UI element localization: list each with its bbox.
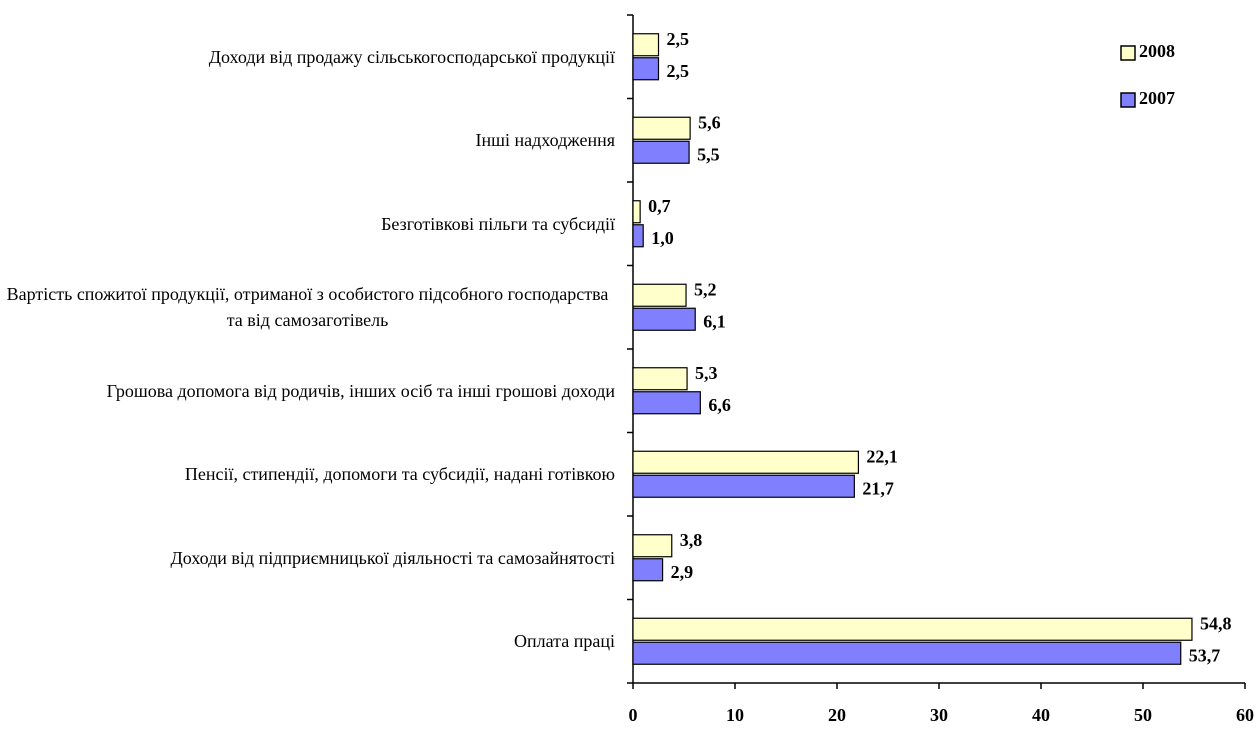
category-label: Доходи від продажу сільськогосподарської…	[208, 46, 615, 67]
bar	[632, 367, 688, 391]
category-label: Грошова допомога від родичів, інших осіб…	[106, 380, 615, 401]
x-tick-label: 40	[1032, 705, 1050, 725]
category-label: Безготівкові пільги та субсидії	[381, 213, 615, 234]
category-label: Пенсії, стипендії, допомоги та субсидії,…	[184, 464, 615, 485]
value-label: 1,0	[651, 228, 674, 248]
bar	[632, 140, 690, 164]
category-label: Інші надходження	[475, 130, 615, 151]
bar	[632, 534, 673, 558]
legend-label: 2007	[1139, 88, 1175, 108]
x-tick-label: 60	[1236, 705, 1254, 725]
value-label: 5,6	[698, 112, 721, 132]
bar	[632, 200, 641, 224]
value-label: 5,3	[695, 363, 718, 383]
category-label: Вартість спожитої продукції, отриманої з…	[6, 284, 609, 331]
bar	[632, 558, 664, 582]
value-label: 0,7	[648, 196, 671, 216]
legend-swatch	[1120, 92, 1136, 108]
bar	[632, 116, 691, 140]
bar	[632, 57, 660, 81]
legend-swatch	[1120, 45, 1136, 61]
legend-label: 2008	[1139, 41, 1175, 61]
bar	[632, 617, 1193, 641]
bar	[632, 391, 701, 415]
value-label: 2,9	[671, 562, 694, 582]
bar	[632, 450, 860, 474]
x-tick-label: 10	[726, 705, 744, 725]
bar	[632, 641, 1182, 665]
bar	[632, 307, 696, 331]
value-label: 3,8	[680, 530, 703, 550]
value-label: 2,5	[667, 61, 690, 81]
value-label: 6,6	[708, 395, 731, 415]
category-label: Оплата праці	[514, 631, 615, 652]
x-tick-label: 30	[930, 705, 948, 725]
bar	[632, 283, 687, 307]
bar	[632, 474, 855, 498]
value-label: 21,7	[862, 478, 894, 498]
value-label: 53,7	[1189, 645, 1221, 665]
x-tick-label: 0	[629, 705, 638, 725]
bar	[632, 33, 660, 57]
x-tick-label: 50	[1134, 705, 1152, 725]
value-label: 22,1	[866, 446, 898, 466]
value-label: 5,2	[694, 279, 717, 299]
value-label: 5,5	[697, 144, 720, 164]
x-tick-label: 20	[828, 705, 846, 725]
value-label: 2,5	[667, 29, 690, 49]
category-label: Доходи від підприємницької діяльності та…	[170, 547, 616, 568]
value-label: 6,1	[703, 311, 726, 331]
bar	[632, 224, 644, 248]
value-label: 54,8	[1200, 613, 1232, 633]
